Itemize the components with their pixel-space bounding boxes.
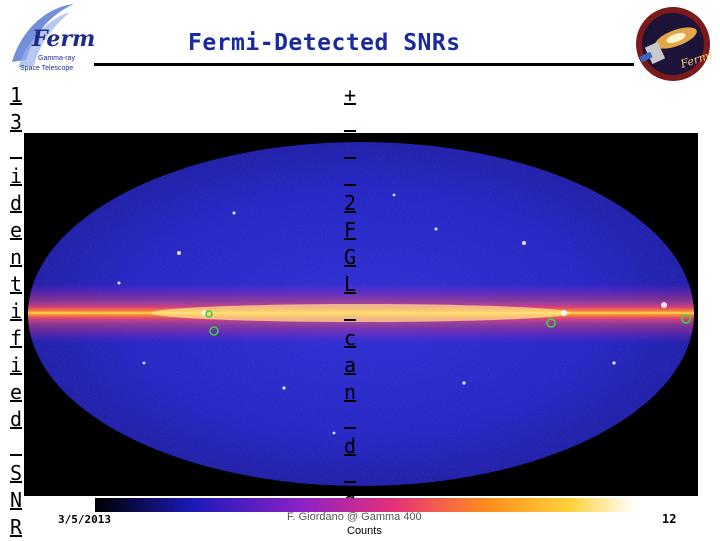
char bbox=[340, 460, 360, 487]
title-divider bbox=[94, 63, 634, 66]
char: d bbox=[9, 191, 23, 215]
page-number: 12 bbox=[662, 512, 677, 526]
colorbar-label: Counts bbox=[347, 525, 382, 537]
char: S bbox=[9, 461, 23, 485]
char: 3 bbox=[9, 110, 23, 134]
char: G bbox=[343, 245, 357, 269]
char: N bbox=[9, 488, 23, 512]
char: i bbox=[9, 353, 23, 377]
char: R bbox=[9, 515, 23, 539]
svg-text:Gamma-ray: Gamma-ray bbox=[38, 55, 75, 62]
char: d bbox=[9, 407, 23, 431]
fermi-all-sky-map bbox=[24, 133, 698, 496]
slide-title: Fermi-Detected SNRs bbox=[188, 30, 461, 56]
left-vertical-text: 1 3 i d e n t i f i e d S N R bbox=[6, 82, 26, 541]
fermi-logo: Fermi Gamma-ray Space Telescope bbox=[12, 4, 96, 72]
char: f bbox=[9, 326, 23, 350]
footer-credit: F. Giordano @ Gamma 400 bbox=[287, 511, 422, 523]
char: e bbox=[9, 380, 23, 404]
char: e bbox=[9, 218, 23, 242]
char: n bbox=[343, 380, 357, 404]
char bbox=[340, 163, 360, 190]
char: t bbox=[9, 272, 23, 296]
char bbox=[6, 136, 26, 163]
char: c bbox=[343, 326, 357, 350]
char bbox=[340, 136, 360, 163]
char bbox=[340, 406, 360, 433]
fermi-mission-patch: Fermi bbox=[636, 7, 714, 81]
char: F bbox=[343, 218, 357, 242]
char bbox=[6, 433, 26, 460]
char: i bbox=[9, 164, 23, 188]
char: a bbox=[343, 353, 357, 377]
char: + bbox=[343, 83, 357, 107]
svg-text:Fermi: Fermi bbox=[31, 26, 96, 52]
char: 1 bbox=[9, 83, 23, 107]
center-vertical-text: + 2 F G L c a n d g bbox=[340, 82, 360, 514]
char bbox=[340, 298, 360, 325]
char bbox=[340, 109, 360, 136]
char: i bbox=[9, 299, 23, 323]
char: L bbox=[343, 272, 357, 296]
char: n bbox=[9, 245, 23, 269]
footer-date: 3/5/2013 bbox=[58, 513, 111, 526]
char: 2 bbox=[343, 191, 357, 215]
counts-colorbar bbox=[95, 498, 635, 512]
svg-text:Space Telescope: Space Telescope bbox=[20, 65, 73, 72]
char: d bbox=[343, 434, 357, 458]
